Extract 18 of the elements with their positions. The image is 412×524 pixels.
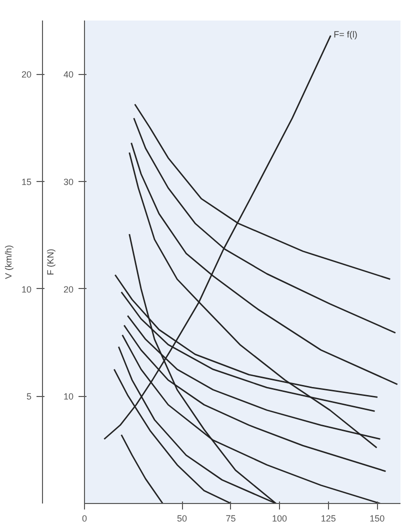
y2-tick-label: 20: [21, 70, 32, 80]
y-axis-title: F (KN): [45, 248, 56, 276]
y2-axis-title: V (km/h): [3, 244, 14, 279]
annotation: F= f(l): [334, 30, 358, 40]
y-tick-label: 40: [63, 70, 74, 80]
y2-tick-label: 15: [21, 177, 32, 187]
y2-tick-label: 10: [21, 284, 32, 294]
y-tick-label: 10: [63, 392, 74, 402]
line-series: [120, 434, 164, 504]
x-tick-label: 50: [177, 514, 188, 524]
y2-tick-label: 5: [26, 392, 32, 402]
y-tick-label: 30: [63, 177, 74, 187]
x-tick-label: 100: [272, 514, 288, 524]
x-tick-label: 75: [226, 514, 236, 524]
x-tick-label: 150: [370, 514, 385, 524]
x-tick-label: 125: [320, 514, 336, 524]
y-tick-label: 20: [63, 284, 74, 294]
x-tick-label: 0: [82, 514, 88, 524]
